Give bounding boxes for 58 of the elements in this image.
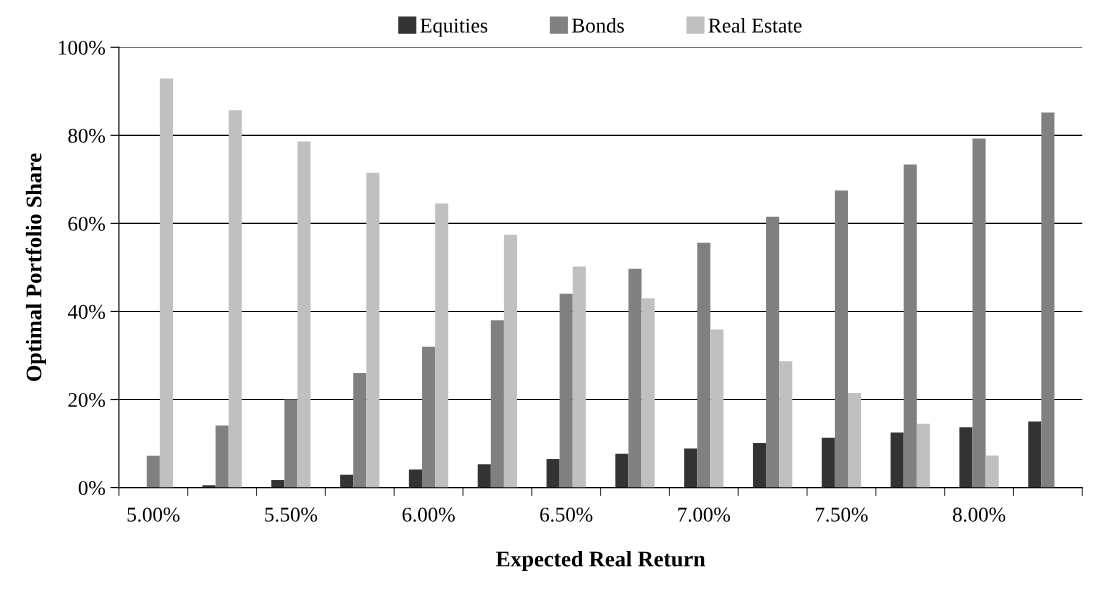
bar	[202, 485, 216, 488]
legend-label: Bonds	[571, 17, 624, 33]
x-tick-label: 8.00%	[952, 507, 1006, 522]
legend-label: Real Estate	[708, 17, 802, 33]
bar	[408, 469, 423, 488]
x-axis-title: Expected Real Return	[496, 550, 706, 572]
bar	[890, 432, 904, 488]
y-axis-title: Optimal Portfolio Share	[25, 153, 46, 381]
x-tick-label: 7.50%	[815, 507, 868, 522]
bar	[503, 234, 518, 488]
bar	[959, 427, 973, 488]
bar	[435, 203, 449, 488]
x-tick-label: 7.00%	[678, 507, 731, 522]
bar	[641, 298, 655, 488]
bar	[628, 268, 642, 488]
bar	[985, 455, 999, 488]
y-tick-label: 0%	[78, 480, 105, 496]
bar	[752, 443, 767, 488]
bar	[684, 448, 698, 488]
bar	[546, 458, 560, 488]
bar	[490, 320, 504, 488]
bar	[710, 329, 724, 488]
y-tick-label: 60%	[68, 216, 105, 231]
x-tick-label: 6.00%	[402, 507, 455, 522]
bar	[366, 172, 380, 488]
bar	[297, 141, 311, 488]
x-tick-label: 5.50%	[265, 507, 318, 522]
bar	[697, 242, 711, 488]
bar	[972, 138, 986, 488]
y-tick-label: 40%	[67, 304, 105, 319]
bar	[847, 392, 862, 488]
bar	[340, 474, 354, 488]
bar	[615, 453, 629, 488]
y-tick-label: 80%	[68, 128, 105, 143]
bar	[903, 164, 917, 488]
bar	[228, 110, 242, 488]
bar	[572, 266, 586, 488]
bar	[422, 346, 436, 488]
bar	[477, 464, 491, 488]
bar	[834, 190, 848, 488]
bar	[821, 437, 835, 488]
bar	[215, 425, 229, 488]
y-tick-label: 100%	[58, 40, 105, 55]
bar	[353, 373, 367, 488]
bar	[146, 455, 160, 488]
legend-label: Equities	[420, 18, 488, 37]
y-tick-label: 20%	[68, 392, 105, 408]
bar	[1041, 112, 1055, 488]
bar	[1028, 421, 1042, 488]
bar	[159, 78, 173, 488]
x-tick-label: 5.00%	[127, 507, 180, 522]
bar	[779, 361, 793, 488]
bar	[284, 399, 298, 488]
x-tick-label: 6.50%	[540, 507, 593, 522]
bar	[916, 423, 930, 488]
bar	[271, 480, 285, 488]
bar	[559, 293, 573, 488]
bar	[766, 216, 780, 488]
